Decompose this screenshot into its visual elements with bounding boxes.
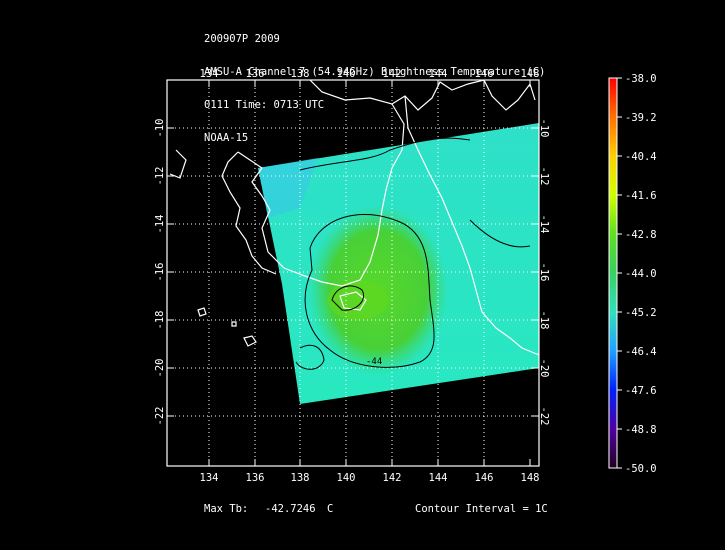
lon-label-top: 142	[383, 68, 402, 80]
lat-label-right: -14	[538, 215, 550, 234]
header-storm-id: 200907P 2009	[204, 33, 280, 45]
lon-label-top: 138	[291, 68, 310, 80]
colorbar-label: -40.4	[625, 151, 657, 163]
lat-label-left: -12	[154, 167, 166, 186]
lon-label-top: 136	[246, 68, 265, 80]
lat-label-right: -16	[538, 263, 550, 282]
lon-label-bottom: 136	[246, 472, 265, 484]
header: 200907P 2009 AMSU-A Channel 7 (54.94GHz)…	[204, 12, 545, 155]
coastline	[169, 80, 539, 356]
colorbar-label: -50.0	[625, 463, 657, 475]
lon-label-bottom: 146	[475, 472, 494, 484]
header-time: 0111 Time: 0713 UTC	[204, 99, 325, 111]
colorbar-ticks	[617, 77, 622, 469]
colorbar-label: -45.2	[625, 307, 657, 319]
lat-label-right: -10	[538, 119, 550, 138]
lon-label-top: 144	[429, 68, 448, 80]
lon-label-bottom: 148	[521, 472, 540, 484]
lat-label-left: -14	[154, 215, 166, 234]
lat-lon-grid	[167, 80, 539, 466]
lon-label-bottom: 144	[429, 472, 448, 484]
max-tb-value: -42.7246	[265, 503, 316, 515]
lat-label-left: -18	[154, 311, 166, 330]
lon-label-bottom: 140	[337, 472, 356, 484]
swath-cool-patch	[258, 158, 318, 218]
colorbar-label: -46.4	[625, 346, 657, 358]
colorbar-label: -39.2	[625, 112, 657, 124]
lat-label-right: -20	[538, 359, 550, 378]
lat-label-right: -22	[538, 407, 550, 426]
frame-ticks	[167, 80, 539, 466]
lon-label-bottom: 138	[291, 472, 310, 484]
lon-label-top: 148	[521, 68, 540, 80]
lat-label-left: -20	[154, 359, 166, 378]
contour-lines	[295, 137, 531, 370]
colorbar-label: -41.6	[625, 190, 657, 202]
max-tb-label: Max Tb:	[204, 503, 249, 515]
header-product: AMSU-A Channel 7 (54.94GHz) Brightness T…	[204, 66, 546, 78]
lon-label-bottom: 134	[200, 472, 219, 484]
map-frame	[166, 79, 540, 467]
colorbar-label: -38.0	[625, 73, 657, 85]
lon-label-bottom: 142	[383, 472, 402, 484]
lat-label-right: -18	[538, 311, 550, 330]
lat-label-left: -16	[154, 263, 166, 282]
lat-label-left: -10	[154, 119, 166, 138]
colorbar	[608, 77, 618, 469]
lon-label-top: 146	[475, 68, 494, 80]
colorbar-label: -48.8	[625, 424, 657, 436]
header-satellite: NOAA-15	[204, 132, 249, 144]
contour-interval: Contour Interval = 1C	[415, 503, 548, 515]
colorbar-label: -47.6	[625, 385, 657, 397]
contour-label: -44	[366, 357, 382, 367]
colorbar-label: -44.0	[625, 268, 657, 280]
max-tb-unit: C	[327, 503, 334, 515]
warm-core-center	[328, 280, 388, 320]
colorbar-label: -42.8	[625, 229, 657, 241]
lat-label-left: -22	[154, 407, 166, 426]
lat-label-right: -12	[538, 167, 550, 186]
lon-label-top: 134	[200, 68, 219, 80]
lon-label-top: 140	[337, 68, 356, 80]
